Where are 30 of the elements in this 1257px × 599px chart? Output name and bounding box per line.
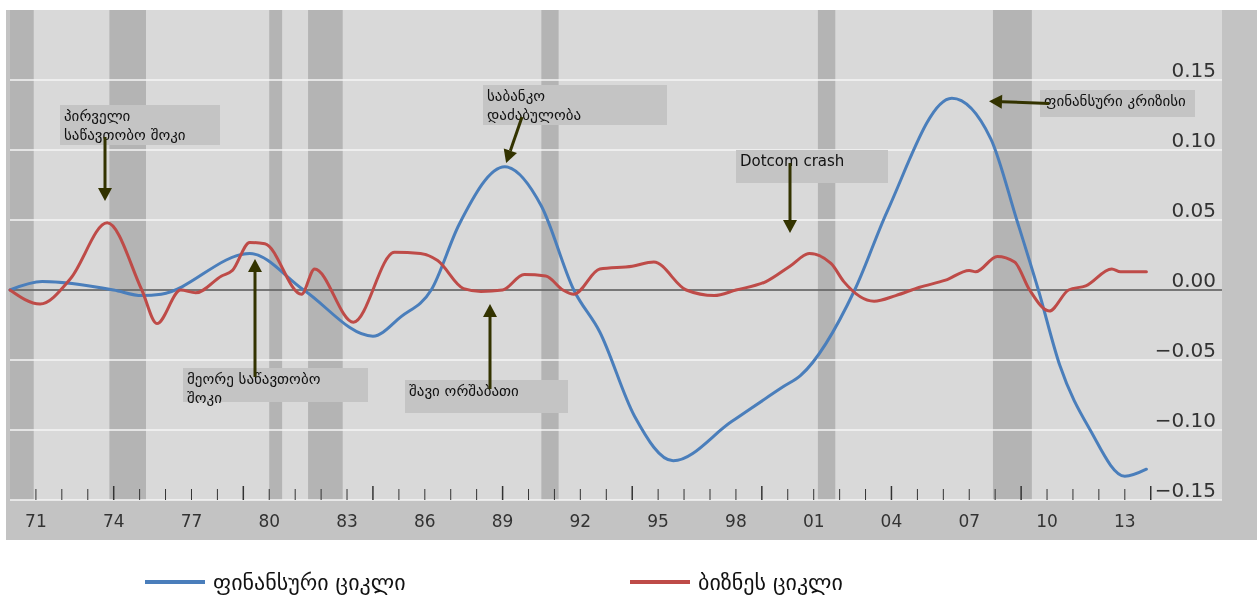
x-tick-label: 95	[647, 511, 669, 531]
x-tick-label: 71	[25, 511, 47, 531]
annotation: მეორე საწავთობო შოკი	[187, 370, 321, 407]
y-tick-label: 0.00	[1171, 268, 1216, 292]
x-tick-label: 86	[413, 511, 436, 531]
legend-label: ფინანსური ციკლი	[213, 569, 406, 595]
x-tick-label: 92	[569, 511, 592, 531]
annotation: ფინანსური კრიზისი	[1044, 92, 1187, 110]
annotation: შავი ორშაბათი	[409, 382, 520, 400]
y-tick-label: 0.05	[1171, 198, 1216, 222]
x-tick-label: 10	[1036, 511, 1058, 531]
x-tick-label: 77	[180, 511, 203, 531]
y-tick-label: 0.10	[1171, 128, 1216, 152]
annotation: Dotcom crash	[740, 152, 845, 170]
x-tick-label: 01	[802, 511, 825, 531]
x-tick-label: 89	[491, 511, 514, 531]
y-tick-label: −0.05	[1154, 338, 1216, 362]
annotation: პირველი საწავთობო შოკი	[64, 107, 186, 144]
y-tick-label: −0.10	[1154, 408, 1216, 432]
x-tick-label: 80	[258, 511, 281, 531]
x-tick-label: 13	[1114, 511, 1136, 531]
annotation: საბანკო დაძაბულობა	[487, 87, 582, 124]
x-tick-label: 04	[880, 511, 903, 531]
x-tick-label: 07	[958, 511, 981, 531]
x-tick-label: 83	[336, 511, 358, 531]
x-tick-label: 74	[102, 511, 125, 531]
y-tick-label: −0.15	[1154, 478, 1216, 502]
x-tick-label: 98	[725, 511, 747, 531]
legend-label: ბიზნეს ციკლი	[698, 569, 843, 595]
y-tick-label: 0.15	[1171, 58, 1216, 82]
